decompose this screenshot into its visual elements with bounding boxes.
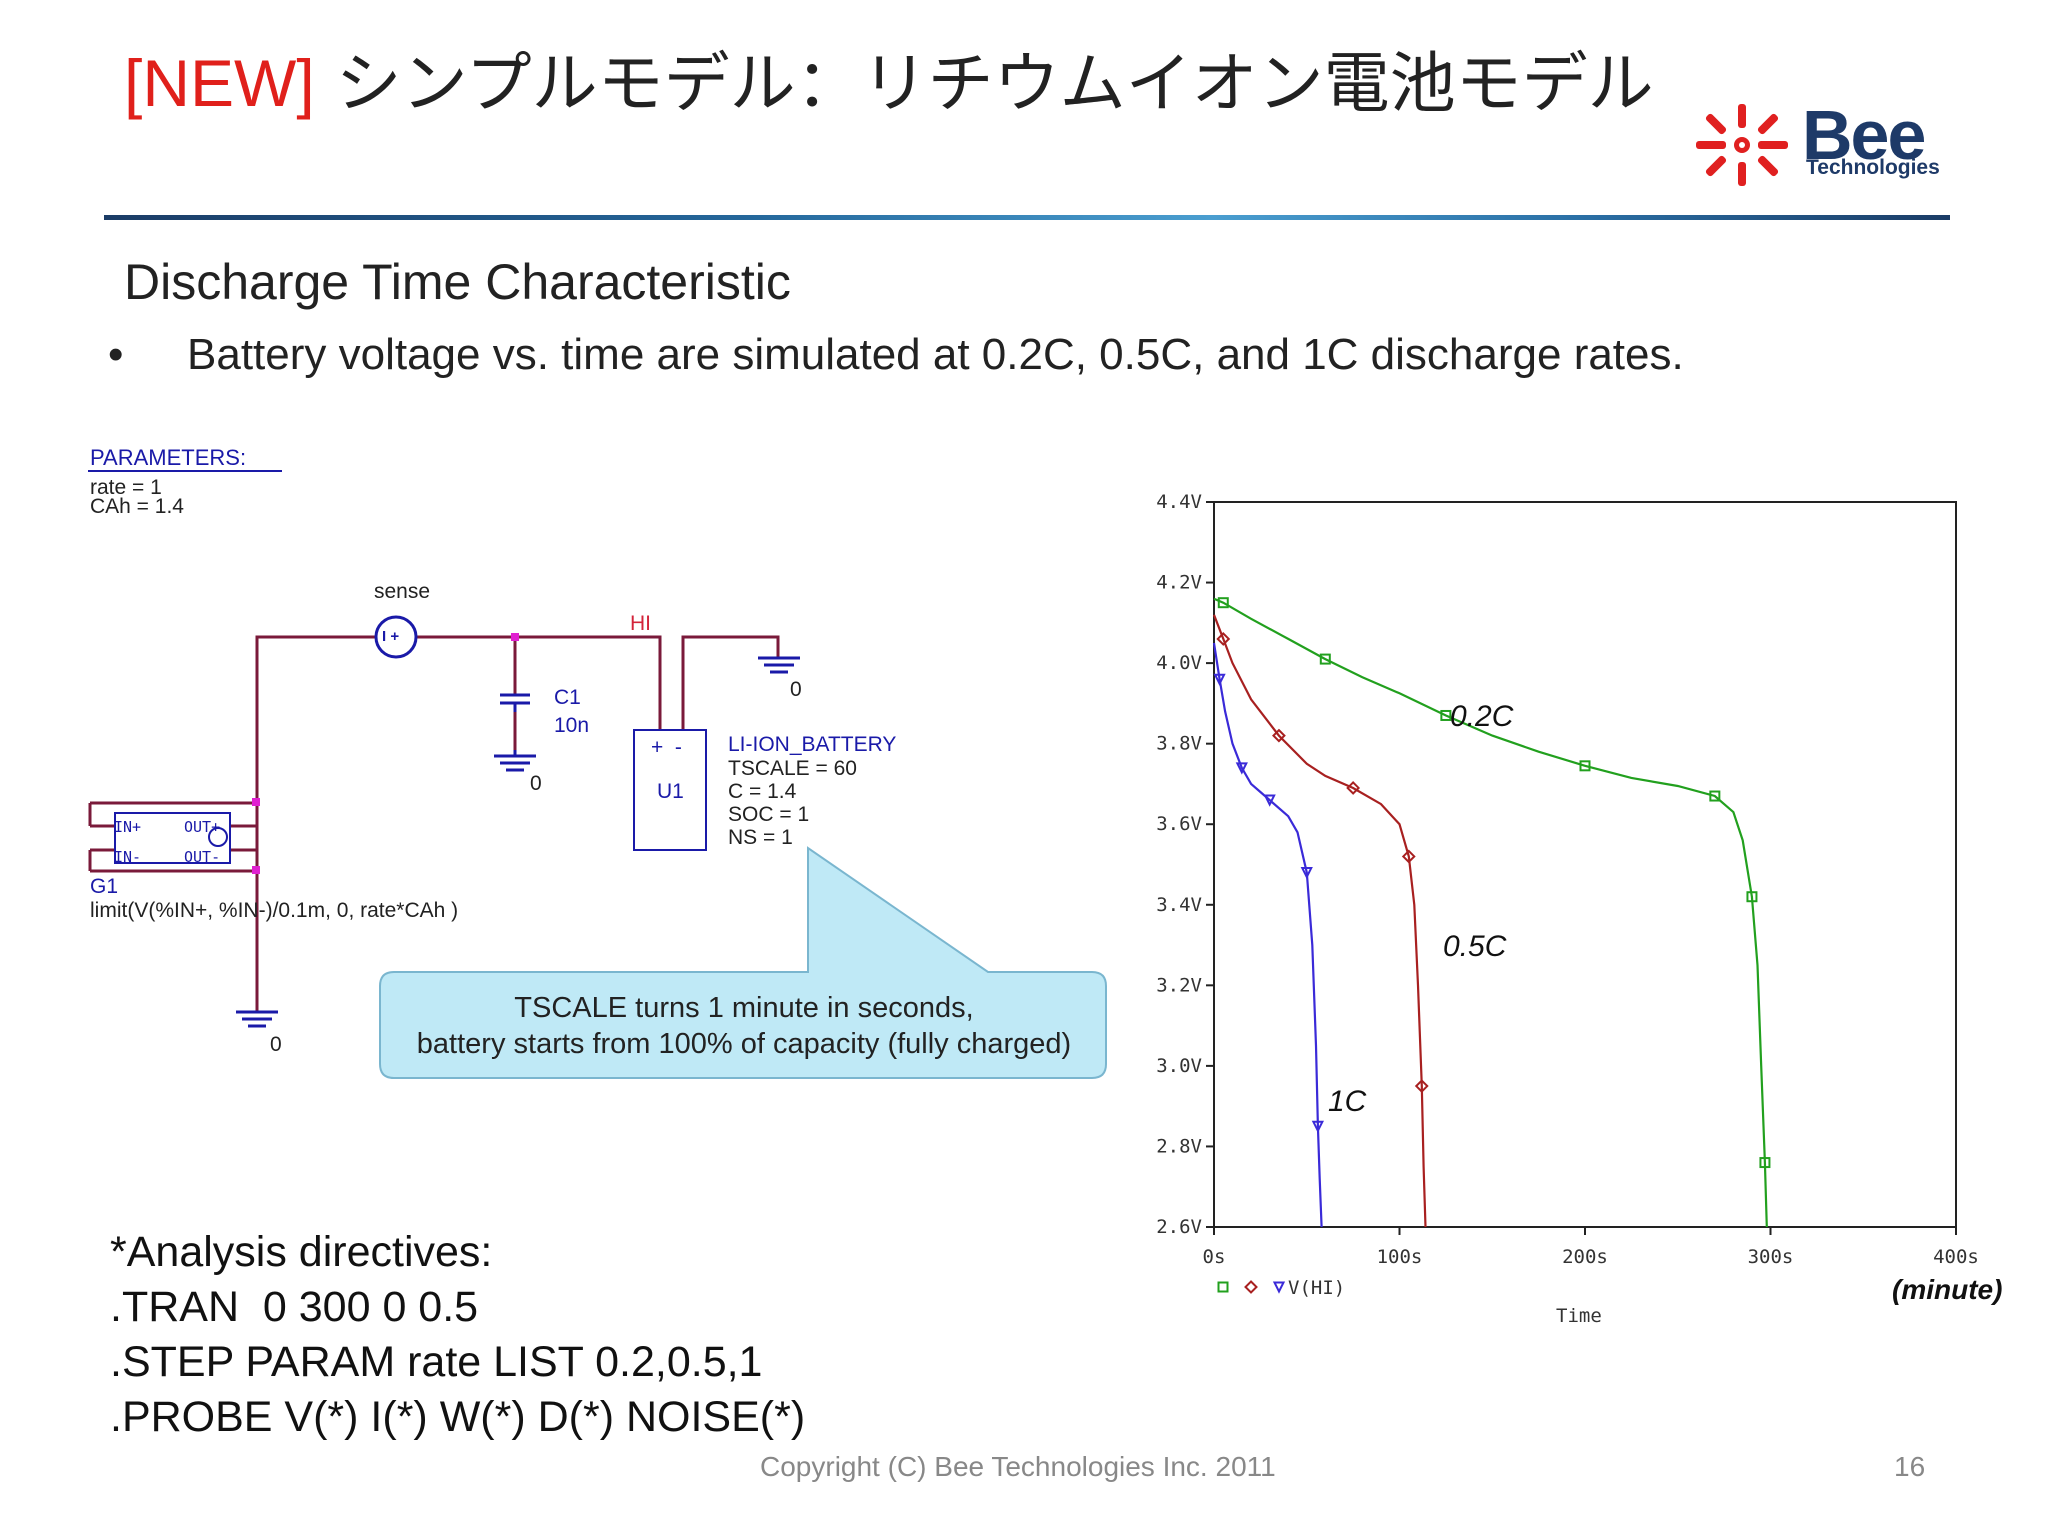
series-line-0-5C bbox=[1212, 614, 1427, 1228]
g1-pin-out-minus: OUT- bbox=[184, 848, 221, 866]
x-tick-label: 400s bbox=[1933, 1246, 1979, 1268]
param-cah: CAh = 1.4 bbox=[90, 495, 184, 518]
legend-text: V(HI) bbox=[1288, 1277, 1346, 1299]
copyright-footer: Copyright (C) Bee Technologies Inc. 2011 bbox=[760, 1451, 1276, 1482]
battery-param-tscale: TSCALE = 60 bbox=[728, 757, 857, 780]
series-line-0-2C bbox=[1213, 597, 1768, 1228]
data-point-0-2C bbox=[1319, 653, 1331, 665]
analysis-directives: *Analysis directives: .TRAN 0 300 0 0.5 … bbox=[110, 1225, 805, 1445]
data-point-0-5C bbox=[1401, 849, 1416, 864]
x-unit-note: (minute) bbox=[1892, 1274, 2003, 1305]
legend-marker-0-2C bbox=[1217, 1281, 1229, 1293]
x-tick-label: 100s bbox=[1377, 1246, 1423, 1268]
title-tag: [NEW] bbox=[124, 46, 315, 120]
data-point-0-2C bbox=[1440, 709, 1452, 721]
title-text: シンプルモデル：リチウムイオン電池モデル bbox=[314, 45, 1654, 122]
data-point-0-2C bbox=[1746, 891, 1758, 903]
hi-net-label: HI bbox=[630, 612, 651, 635]
battery-param-c: C = 1.4 bbox=[728, 780, 797, 803]
directive-probe: .PROBE V(*) I(*) W(*) D(*) NOISE(*) bbox=[110, 1393, 806, 1441]
u1-name: U1 bbox=[657, 780, 684, 803]
current-source-icon: I + bbox=[382, 628, 400, 645]
logo-subtitle: Technologies bbox=[1806, 156, 1940, 179]
data-point-0-2C bbox=[1579, 760, 1591, 772]
data-point-1C bbox=[1235, 762, 1248, 775]
slide-subtitle: Discharge Time Characteristic bbox=[124, 254, 791, 310]
g1-name: G1 bbox=[90, 875, 119, 898]
bullet-marker: • bbox=[108, 330, 124, 379]
battery-param-soc: SOC = 1 bbox=[728, 803, 810, 826]
data-point-0-5C bbox=[1216, 632, 1231, 646]
ground-label-battery: 0 bbox=[790, 678, 802, 701]
data-point-0-5C bbox=[1272, 728, 1286, 743]
series-line-1C bbox=[1212, 642, 1323, 1228]
discharge-chart: 4.4V 4.2V 4.0V 3.8V 3.6V 3.4V 3.2V 3.0V 2.8V 2.6V… bbox=[1156, 491, 1979, 1294]
curve-label-1c: 1C bbox=[1328, 1085, 1367, 1118]
data-point-1C bbox=[1300, 867, 1313, 880]
y-tick-label: 4.0V bbox=[1156, 652, 1202, 674]
x-tick-label: 300s bbox=[1748, 1246, 1794, 1268]
y-tick-label: 3.6V bbox=[1156, 813, 1202, 835]
g1-pin-out-plus: OUT+ bbox=[184, 818, 221, 836]
g1-pin-in-plus: IN+ bbox=[114, 818, 142, 836]
x-axis-label: Time bbox=[1556, 1305, 1602, 1327]
y-tick-label: 3.4V bbox=[1156, 894, 1202, 916]
plot-frame bbox=[1213, 501, 1957, 1228]
y-tick-label: 4.2V bbox=[1156, 572, 1202, 594]
data-point-0-2C bbox=[1759, 1157, 1771, 1169]
y-tick-label: 3.8V bbox=[1156, 733, 1202, 755]
data-point-0-2C bbox=[1709, 790, 1721, 802]
data-point-0-5C bbox=[1346, 781, 1361, 795]
y-tick-label: 3.0V bbox=[1156, 1055, 1202, 1077]
c1-name: C1 bbox=[554, 686, 581, 709]
battery-param-ns: NS = 1 bbox=[728, 826, 793, 849]
callout-text: TSCALE turns 1 minute in seconds, batter… bbox=[380, 990, 1108, 1062]
y-tick-label: 2.6V bbox=[1156, 1216, 1202, 1238]
data-point-1C bbox=[1263, 794, 1276, 807]
g1-pin-in-minus: IN- bbox=[114, 848, 142, 866]
legend-marker-1C bbox=[1272, 1281, 1286, 1294]
ground-label-g1: 0 bbox=[270, 1033, 282, 1056]
y-tick-label: 4.4V bbox=[1156, 491, 1202, 513]
callout-line-2: battery starts from 100% of capacity (fu… bbox=[416, 1028, 1072, 1060]
schematic-wires bbox=[88, 470, 1107, 1079]
c1-value: 10n bbox=[554, 714, 590, 737]
directive-tran: .TRAN 0 300 0 0.5 bbox=[110, 1283, 479, 1331]
g1-expression: limit(V(%IN+, %IN-)/0.1m, 0, rate*CAh ) bbox=[90, 899, 459, 922]
ground-label-c1: 0 bbox=[530, 772, 542, 795]
bullet-text: Battery voltage vs. time are simulated a… bbox=[187, 330, 1684, 379]
y-tick-label: 3.2V bbox=[1156, 974, 1202, 996]
u1-pins: + - bbox=[651, 736, 682, 759]
curve-label-0-2c: 0.2C bbox=[1450, 700, 1514, 733]
data-point-0-2C bbox=[1217, 597, 1229, 609]
data-point-1C bbox=[1213, 673, 1226, 686]
directives-heading: *Analysis directives: bbox=[110, 1228, 493, 1276]
y-tick-label: 2.8V bbox=[1156, 1135, 1202, 1157]
data-point-0-5C bbox=[1414, 1079, 1429, 1093]
logo-name: Bee bbox=[1802, 96, 1926, 174]
battery-name: LI-ION_BATTERY bbox=[728, 733, 897, 756]
curve-label-0-5c: 0.5C bbox=[1443, 930, 1507, 963]
sense-label: sense bbox=[374, 580, 431, 603]
legend-marker-0-5C bbox=[1244, 1280, 1258, 1294]
header-divider bbox=[104, 215, 1950, 220]
slide-title: [NEW] シンプルモデル：リチウムイオン電池モデル bbox=[124, 40, 1684, 127]
page-number: 16 bbox=[1894, 1451, 1926, 1482]
x-tick-label: 200s bbox=[1562, 1246, 1608, 1268]
directive-step: .STEP PARAM rate LIST 0.2,0.5,1 bbox=[110, 1338, 763, 1386]
data-point-1C bbox=[1311, 1120, 1324, 1134]
param-rate: rate = 1 bbox=[90, 476, 162, 499]
bee-logo-icon bbox=[1696, 104, 1788, 186]
parameters-label: PARAMETERS: bbox=[90, 445, 247, 470]
callout-line-1: TSCALE turns 1 minute in seconds, bbox=[514, 992, 974, 1024]
x-tick-label: 0s bbox=[1203, 1246, 1226, 1268]
